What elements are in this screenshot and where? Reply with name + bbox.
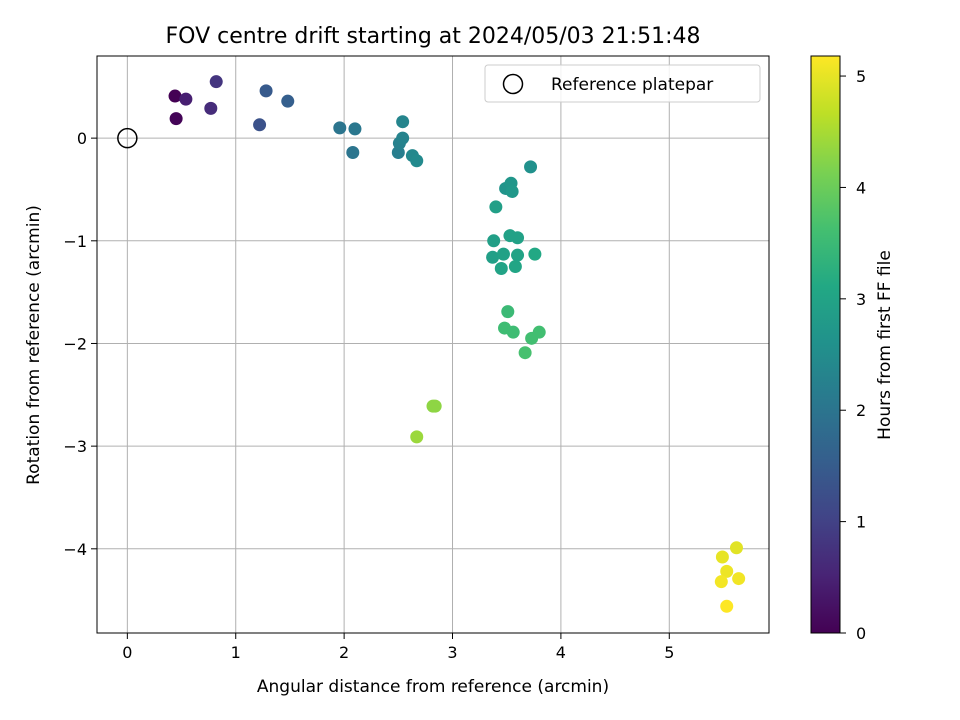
legend-box bbox=[484, 64, 761, 103]
data-point bbox=[720, 564, 734, 578]
data-point bbox=[333, 121, 347, 135]
legend-reference-marker bbox=[502, 73, 524, 95]
y-axis-label: Rotation from reference (arcmin) bbox=[24, 205, 44, 485]
colorbar-tick-label: 0 bbox=[856, 624, 866, 643]
data-point bbox=[348, 122, 362, 136]
x-tick-label: 2 bbox=[339, 643, 349, 662]
data-point bbox=[729, 541, 743, 555]
data-points bbox=[168, 75, 746, 613]
data-point bbox=[410, 430, 424, 444]
x-tick-label: 1 bbox=[231, 643, 241, 662]
x-tick-label: 3 bbox=[447, 643, 457, 662]
data-point bbox=[494, 262, 508, 276]
data-point bbox=[179, 92, 193, 106]
legend: Reference platepar bbox=[484, 64, 761, 103]
x-tick-label: 0 bbox=[122, 643, 132, 662]
colorbar-tick-label: 4 bbox=[856, 178, 866, 197]
grid-lines bbox=[97, 56, 769, 633]
data-point bbox=[732, 572, 746, 586]
colorbar-gradient bbox=[811, 56, 840, 633]
data-point bbox=[715, 550, 729, 564]
y-axis-ticks: 0 −1 −2 −3 −4 bbox=[63, 129, 97, 559]
data-point bbox=[505, 185, 519, 199]
y-tick-label: −1 bbox=[63, 232, 87, 251]
y-tick-label: −4 bbox=[63, 540, 87, 559]
data-point bbox=[396, 115, 410, 129]
data-point bbox=[281, 94, 295, 108]
data-point bbox=[168, 89, 182, 103]
data-point bbox=[253, 118, 267, 132]
chart-title: FOV centre drift starting at 2024/05/03 … bbox=[166, 24, 701, 49]
data-point bbox=[487, 234, 501, 248]
data-point bbox=[511, 231, 525, 245]
colorbar-ticks: 0 1 2 3 4 5 bbox=[840, 67, 866, 643]
data-point bbox=[486, 250, 500, 264]
x-axis-label: Angular distance from reference (arcmin) bbox=[257, 677, 609, 697]
colorbar-tick-label: 3 bbox=[856, 290, 866, 309]
data-point bbox=[426, 399, 440, 413]
data-point bbox=[396, 131, 410, 145]
data-point bbox=[501, 305, 515, 319]
data-point bbox=[346, 146, 360, 160]
legend-label: Reference platepar bbox=[551, 75, 713, 95]
data-point bbox=[204, 101, 218, 115]
data-point bbox=[528, 247, 542, 261]
data-point bbox=[508, 259, 522, 273]
colorbar-label: Hours from first FF file bbox=[875, 250, 895, 440]
y-tick-label: −3 bbox=[63, 437, 87, 456]
colorbar-tick-label: 2 bbox=[856, 401, 866, 420]
colorbar-tick-label: 5 bbox=[856, 67, 866, 86]
x-tick-label: 5 bbox=[664, 643, 674, 662]
colorbar-tick-label: 1 bbox=[856, 513, 866, 532]
data-point bbox=[506, 325, 520, 339]
data-point bbox=[524, 160, 538, 174]
y-tick-label: 0 bbox=[77, 129, 87, 148]
plot-frame bbox=[96, 55, 770, 634]
data-point bbox=[511, 248, 525, 262]
data-point bbox=[720, 599, 734, 613]
y-tick-label: −2 bbox=[63, 334, 87, 353]
colorbar-frame bbox=[810, 55, 841, 634]
data-point bbox=[259, 84, 273, 98]
data-point bbox=[410, 154, 424, 168]
data-point bbox=[489, 200, 503, 214]
x-axis-ticks: 0 1 2 3 4 5 bbox=[122, 633, 674, 662]
data-point bbox=[518, 346, 532, 360]
x-tick-label: 4 bbox=[556, 643, 566, 662]
data-point bbox=[532, 325, 546, 339]
data-point bbox=[169, 112, 183, 126]
data-point bbox=[714, 575, 728, 589]
data-point bbox=[496, 247, 510, 261]
data-point bbox=[209, 75, 223, 89]
colorbar: 0 1 2 3 4 5 Hours from first FF file bbox=[810, 55, 895, 643]
reference-platepar-marker bbox=[117, 127, 138, 149]
